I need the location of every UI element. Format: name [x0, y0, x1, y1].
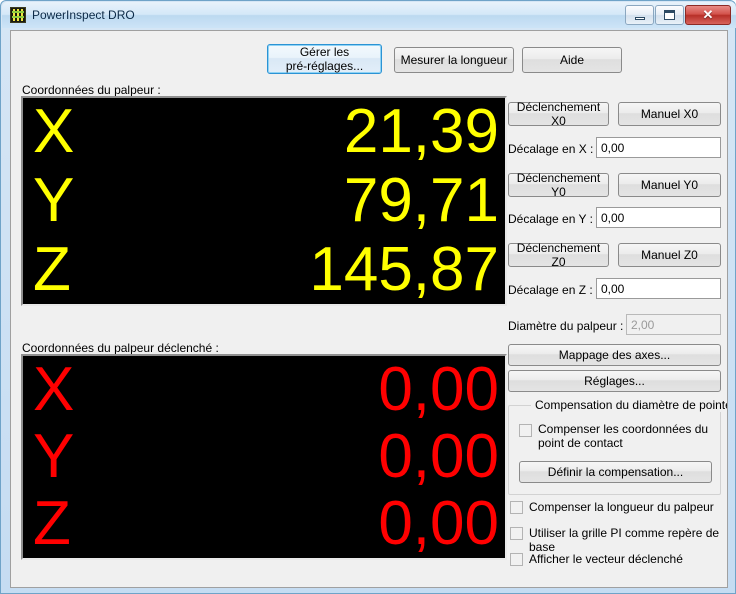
settings-button[interactable]: Réglages... [508, 370, 721, 392]
dro-row: X 0,00 [23, 356, 505, 423]
axis-mapping-button[interactable]: Mappage des axes... [508, 344, 721, 366]
trigger-x0-button[interactable]: Déclenchement X0 [508, 100, 609, 128]
trigger-z0-button[interactable]: Déclenchement Z0 [508, 241, 609, 269]
probe-axis-label-x: X [33, 97, 75, 167]
triggered-value-y: 0,00 [378, 421, 499, 491]
offset-z-label: Décalage en Z : [508, 283, 593, 297]
compensate-contact-point-label: Compenser les coordonnées du point de co… [538, 422, 709, 450]
use-pi-grid-label: Utiliser la grille PI comme repère de ba… [529, 526, 720, 554]
help-button[interactable]: Aide [522, 47, 622, 73]
close-icon: ✕ [702, 7, 714, 22]
dro-row: Z 0,00 [23, 491, 505, 558]
probe-axis-label-z: Z [33, 234, 71, 304]
triggered-axis-label-y: Y [33, 421, 75, 491]
triggered-axis-label-z: Z [33, 489, 71, 559]
probe-value-x: 21,39 [343, 97, 499, 167]
offset-x-input[interactable]: 0,00 [596, 137, 721, 158]
use-pi-grid-checkbox[interactable] [510, 527, 523, 540]
manual-z0-button[interactable]: Manuel Z0 [618, 243, 721, 267]
tip-compensation-group-title: Compensation du diamètre de pointe [531, 398, 727, 412]
probe-axis-label-y: Y [33, 165, 75, 235]
probe-coordinates-display: X 21,39 Y 79,71 Z 145,87 [21, 96, 507, 306]
client-area: Gérer les pré-réglages... Mesurer la lon… [10, 30, 728, 588]
app-grid-icon [10, 7, 26, 23]
dro-row: X 21,39 [23, 98, 505, 167]
compensate-contact-point-checkbox[interactable] [519, 424, 532, 437]
title-bar[interactable]: PowerInspect DRO ✕ [2, 2, 736, 28]
probe-value-y: 79,71 [343, 165, 499, 235]
maximize-button[interactable] [655, 5, 684, 25]
probe-diameter-label: Diamètre du palpeur : [508, 319, 624, 333]
triggered-value-x: 0,00 [378, 354, 499, 424]
offset-y-label: Décalage en Y : [508, 212, 593, 226]
compensate-probe-length-label: Compenser la longueur du palpeur [529, 500, 714, 514]
probe-value-z: 145,87 [309, 234, 499, 304]
define-compensation-button[interactable]: Définir la compensation... [519, 461, 712, 483]
dro-row: Y 79,71 [23, 167, 505, 236]
offset-x-label: Décalage en X : [508, 142, 594, 156]
window-title: PowerInspect DRO [32, 8, 135, 22]
compensate-probe-length-checkbox[interactable] [510, 501, 523, 514]
probe-coordinates-caption: Coordonnées du palpeur : [22, 83, 161, 97]
offset-y-input[interactable]: 0,00 [596, 207, 721, 228]
tip-compensation-group: Compensation du diamètre de pointe Compe… [508, 398, 727, 495]
triggered-value-z: 0,00 [378, 489, 499, 559]
measure-length-button[interactable]: Mesurer la longueur [394, 47, 514, 73]
close-button[interactable]: ✕ [685, 5, 731, 25]
manual-y0-button[interactable]: Manuel Y0 [618, 173, 721, 197]
triggered-coordinates-display: X 0,00 Y 0,00 Z 0,00 [21, 354, 507, 560]
show-triggered-vector-checkbox[interactable] [510, 553, 523, 566]
dro-row: Y 0,00 [23, 423, 505, 490]
triggered-coordinates-caption: Coordonnées du palpeur déclenché : [22, 341, 219, 355]
trigger-y0-button[interactable]: Déclenchement Y0 [508, 171, 609, 199]
offset-z-input[interactable]: 0,00 [596, 278, 721, 299]
minimize-button[interactable] [625, 5, 654, 25]
show-triggered-vector-label: Afficher le vecteur déclenché [529, 552, 683, 566]
manage-presets-button[interactable]: Gérer les pré-réglages... [267, 44, 382, 74]
dro-row: Z 145,87 [23, 235, 505, 304]
manual-x0-button[interactable]: Manuel X0 [618, 102, 721, 126]
triggered-axis-label-x: X [33, 354, 75, 424]
probe-diameter-input[interactable]: 2,00 [626, 314, 721, 335]
